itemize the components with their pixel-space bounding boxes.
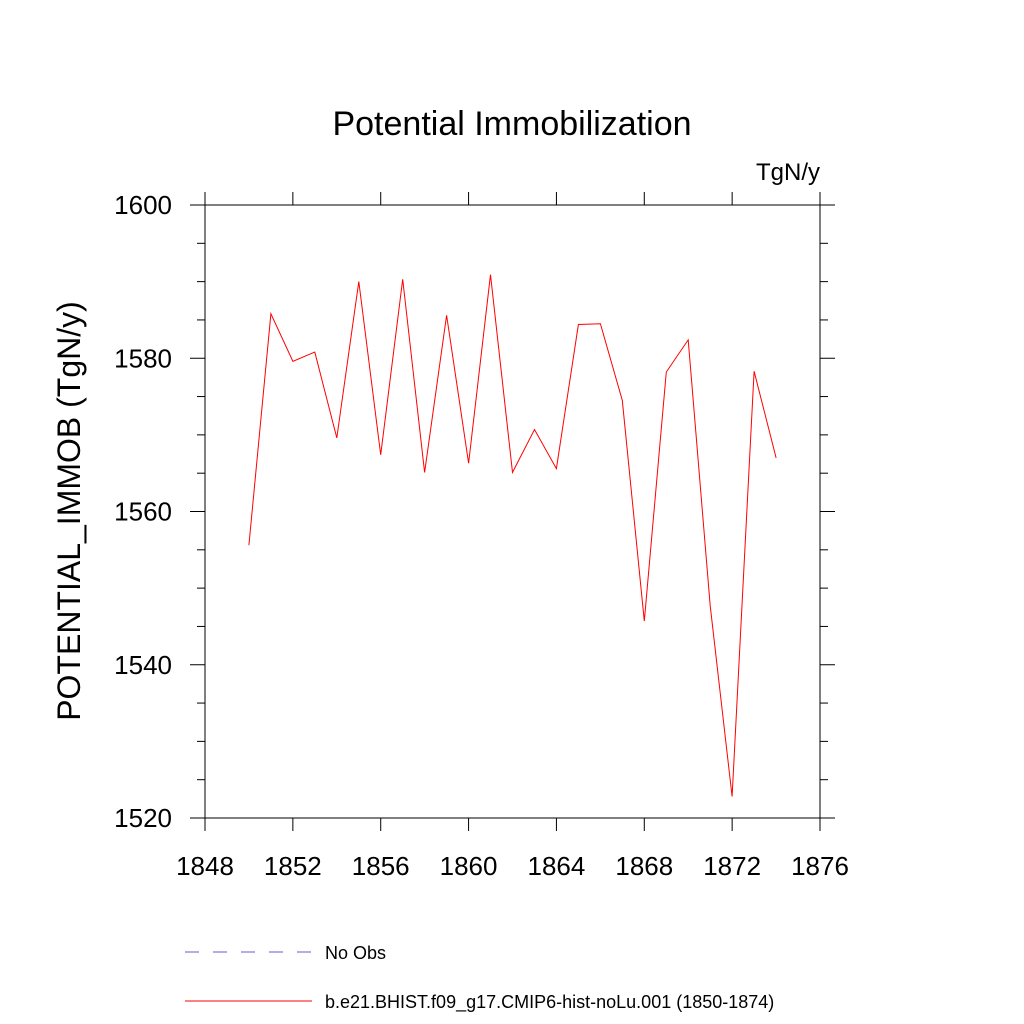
- x-tick-label: 1860: [440, 851, 498, 881]
- x-tick-label: 1864: [528, 851, 586, 881]
- x-tick-label: 1856: [352, 851, 410, 881]
- y-tick-label: 1540: [114, 650, 172, 680]
- x-tick-label: 1848: [176, 851, 234, 881]
- chart-title: Potential Immobilization: [332, 105, 691, 143]
- y-tick-label: 1520: [114, 803, 172, 833]
- y-tick-label: 1580: [114, 343, 172, 373]
- series-layer: [248, 274, 777, 797]
- legend: No Obs b.e21.BHIST.f09_g17.CMIP6-hist-noL…: [185, 943, 774, 1013]
- legend-label-1: b.e21.BHIST.f09_g17.CMIP6-hist-noLu.001 …: [325, 992, 774, 1013]
- x-tick-label: 1872: [703, 851, 761, 881]
- legend-label-0: No Obs: [325, 943, 386, 963]
- tick-labels: 1848 1852 1856 1860 1864 1868 1872 1876 1520 1540…: [114, 190, 849, 881]
- y-tick-label: 1560: [114, 497, 172, 527]
- y-tick-label: 1600: [114, 190, 172, 220]
- x-tick-label: 1852: [264, 851, 322, 881]
- plot-frame: [204, 204, 821, 819]
- x-tick-label: 1868: [615, 851, 673, 881]
- series-line-1: [248, 274, 777, 797]
- units-label: TgN/y: [756, 159, 820, 186]
- x-tick-label: 1876: [791, 851, 849, 881]
- axis-ticks: [190, 192, 835, 831]
- y-axis-label: POTENTIAL_IMMOB (TgN/y): [51, 301, 87, 721]
